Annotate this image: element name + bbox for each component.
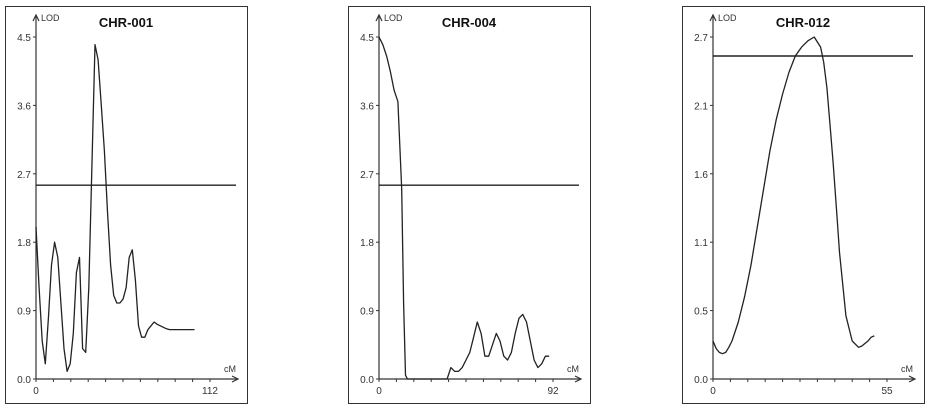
y-axis-arrow: [375, 13, 383, 22]
series-line-2-1: [378, 36, 550, 380]
chart-panel-3: LOD cM CHR-012 0.0 0.5 1.1 1.6 2.1 2.7 0 55: [682, 6, 925, 404]
x-tick-label: 112: [202, 386, 218, 397]
y-tick-label: 0.0: [694, 375, 708, 386]
x-tick-label: 55: [881, 386, 893, 397]
y-tick-label: 1.8: [360, 238, 374, 249]
y-tick-label: 0.0: [360, 375, 374, 386]
y-axis-label: LOD: [41, 13, 60, 23]
y-tick-label: 0.9: [360, 307, 374, 318]
chart-svg-3: LOD cM CHR-012 0.0 0.5 1.1 1.6 2.1 2.7 0 55: [694, 13, 917, 397]
x-tick-label: 92: [547, 386, 559, 397]
x-axis-arrow: [231, 375, 240, 383]
chart-title: CHR-012: [776, 15, 830, 30]
y-tick-label: 4.5: [360, 33, 374, 44]
x-axis-label: cM: [567, 364, 579, 374]
y-tick-label: 0.5: [694, 307, 708, 318]
chart-title: CHR-001: [99, 15, 153, 30]
x-axis-arrow: [908, 375, 917, 383]
series-line-3-1: [712, 36, 875, 355]
y-tick-label: 2.7: [694, 33, 708, 44]
y-tick-label: 2.1: [694, 101, 708, 112]
x-tick-label: 0: [33, 386, 39, 397]
y-tick-label: 4.5: [17, 33, 31, 44]
y-axis-label: LOD: [718, 13, 737, 23]
chart-svg-2: LOD cM CHR-004 0.0 0.9 1.8 2.7 3.6 4.5 0 92: [360, 13, 583, 397]
y-axis-arrow: [709, 13, 717, 22]
x-axis-arrow: [574, 375, 583, 383]
chart-svg-1: LOD cM CHR-001 0.0 0.9 1.8 2.7 3.6 4.5 0 112: [17, 13, 240, 397]
chart-panel-2: LOD cM CHR-004 0.0 0.9 1.8 2.7 3.6 4.5 0 92: [348, 6, 591, 404]
x-tick-label: 0: [376, 386, 382, 397]
y-tick-label: 1.1: [694, 238, 708, 249]
y-tick-label: 3.6: [17, 101, 31, 112]
chart-title: CHR-004: [442, 15, 497, 30]
y-tick-label: 1.8: [17, 238, 31, 249]
y-tick-label: 0.0: [17, 375, 31, 386]
x-axis-label: cM: [901, 364, 913, 374]
y-axis-label: LOD: [384, 13, 403, 23]
x-tick-label: 0: [710, 386, 716, 397]
chart-panel-1: LOD cM CHR-001 0.0 0.9 1.8 2.7 3.6 4.5 0 112: [5, 6, 248, 404]
y-axis-arrow: [32, 13, 40, 22]
series-line-1-1: [35, 43, 195, 373]
y-tick-label: 1.6: [694, 170, 708, 181]
x-axis-label: cM: [224, 364, 236, 374]
y-tick-label: 0.9: [17, 307, 31, 318]
y-tick-label: 2.7: [17, 170, 31, 181]
y-tick-label: 3.6: [360, 101, 374, 112]
y-tick-label: 2.7: [360, 170, 374, 181]
